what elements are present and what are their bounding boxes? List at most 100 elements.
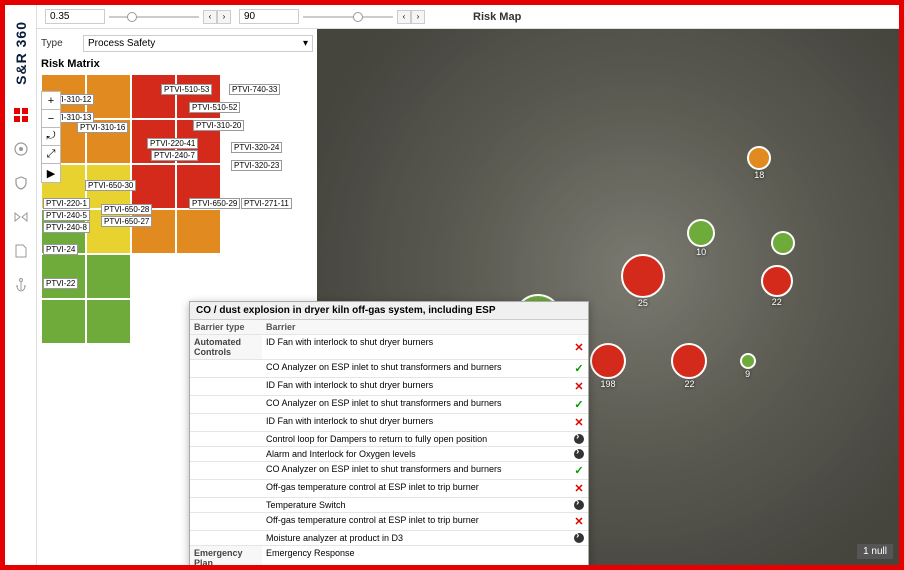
barrier-cell: Temperature Switch	[262, 498, 570, 513]
barrier-cell: Moisture analyzer at product in D3	[262, 531, 570, 546]
matrix-label[interactable]: PTVI-220-1	[43, 198, 90, 209]
popup-title: CO / dust explosion in dryer kiln off-ga…	[190, 302, 588, 320]
barrier-type-cell	[190, 378, 262, 396]
matrix-label[interactable]: PTVI-240-8	[43, 222, 90, 233]
slider-1-track[interactable]	[109, 16, 199, 18]
barrier-cell: ID Fan with interlock to shut dryer burn…	[262, 335, 570, 360]
status-icon: ✕	[570, 513, 588, 531]
map-marker-label: 22	[772, 297, 782, 307]
matrix-cell[interactable]	[131, 74, 176, 119]
slider-1-next[interactable]: ›	[217, 10, 231, 24]
barrier-cell: ID Fan with interlock to shut dryer burn…	[262, 414, 570, 432]
status-icon: ✕	[570, 335, 588, 360]
map-legend-null: 1 null	[857, 544, 893, 559]
matrix-cell[interactable]	[41, 254, 86, 299]
matrix-cell[interactable]	[41, 299, 86, 344]
matrix-label[interactable]: PTVI-310-20	[193, 120, 244, 131]
matrix-label[interactable]: PTVI-240-7	[151, 150, 198, 161]
status-icon: ✓	[570, 360, 588, 378]
status-icon	[570, 498, 588, 513]
matrix-tool[interactable]: −	[42, 110, 60, 128]
barrier-type-cell	[190, 414, 262, 432]
matrix-label[interactable]: PTVI-650-28	[101, 204, 152, 215]
status-icon: ✕	[570, 480, 588, 498]
matrix-cell[interactable]	[131, 164, 176, 209]
popup-header: Barrier	[262, 320, 570, 335]
shield-icon[interactable]	[13, 175, 29, 191]
matrix-label[interactable]: PTVI-24	[43, 244, 78, 255]
matrix-cell[interactable]	[176, 209, 221, 254]
barrier-cell: CO Analyzer on ESP inlet to shut transfo…	[262, 462, 570, 480]
nav-rail: S&R 360	[5, 5, 37, 565]
type-select[interactable]: Process Safety▾	[83, 35, 313, 52]
target-icon[interactable]	[13, 141, 29, 157]
matrix-cell[interactable]	[86, 299, 131, 344]
matrix-label[interactable]: PTVI-240-5	[43, 210, 90, 221]
barrier-type-cell	[190, 360, 262, 378]
map-marker-label: 18	[754, 170, 764, 180]
matrix-label[interactable]: PTVI-310-16	[77, 122, 128, 133]
map-marker[interactable]: 10	[687, 219, 715, 247]
status-icon	[570, 432, 588, 447]
barrier-type-cell: Automated Controls	[190, 335, 262, 360]
bowtie-icon[interactable]	[13, 209, 29, 225]
barrier-cell: Off-gas temperature control at ESP inlet…	[262, 480, 570, 498]
matrix-label[interactable]: PTVI-650-30	[85, 180, 136, 191]
map-marker[interactable]	[771, 231, 795, 255]
barrier-cell: CO Analyzer on ESP inlet to shut transfo…	[262, 360, 570, 378]
status-icon: ✕	[570, 378, 588, 396]
slider-2[interactable]: ‹›	[239, 9, 425, 24]
matrix-tool[interactable]: +	[42, 92, 60, 110]
slider-1[interactable]: ‹›	[45, 9, 231, 24]
slider-2-value[interactable]	[239, 9, 299, 24]
slider-2-prev[interactable]: ‹	[397, 10, 411, 24]
matrix-label[interactable]: PTVI-510-52	[189, 102, 240, 113]
map-marker-label: 25	[638, 298, 648, 308]
map-marker[interactable]: 22	[761, 265, 793, 297]
matrix-tool[interactable]: ⤢	[42, 146, 60, 164]
matrix-tool[interactable]: ⤾	[42, 128, 60, 146]
slider-1-prev[interactable]: ‹	[203, 10, 217, 24]
slider-2-track[interactable]	[303, 16, 393, 18]
map-marker[interactable]: 25	[621, 254, 665, 298]
map-marker-label: 198	[600, 379, 615, 389]
matrix-label[interactable]: PTVI-271-11	[241, 198, 292, 209]
map-marker[interactable]: 18	[747, 146, 771, 170]
grid-icon[interactable]	[13, 107, 29, 123]
status-icon	[570, 531, 588, 546]
matrix-label[interactable]: PTVI-740-33	[229, 84, 280, 95]
anchor-icon[interactable]	[13, 277, 29, 293]
matrix-label[interactable]: PTVI-650-29	[189, 198, 240, 209]
popup-header	[570, 320, 588, 335]
doc-icon[interactable]	[13, 243, 29, 259]
barrier-type-cell: Emergency Plan	[190, 546, 262, 565]
slider-1-thumb[interactable]	[127, 12, 137, 22]
matrix-tool[interactable]: ▶	[42, 164, 60, 182]
barrier-type-cell	[190, 396, 262, 414]
barrier-cell: ID Fan with interlock to shut dryer burn…	[262, 378, 570, 396]
slider-2-thumb[interactable]	[353, 12, 363, 22]
matrix-label[interactable]: PTVI-650-27	[101, 216, 152, 227]
matrix-label[interactable]: PTVI-22	[43, 278, 78, 289]
matrix-label[interactable]: PTVI-320-23	[231, 160, 282, 171]
barrier-cell: Emergency Response	[262, 546, 570, 565]
matrix-title: Risk Matrix	[41, 58, 313, 70]
map-marker[interactable]: 9	[740, 353, 756, 369]
barrier-type-cell	[190, 432, 262, 447]
barrier-type-cell	[190, 531, 262, 546]
top-bar: ‹› ‹› Risk Map	[37, 5, 899, 29]
type-label: Type	[41, 38, 75, 49]
barrier-type-cell	[190, 462, 262, 480]
status-icon: ✓	[570, 396, 588, 414]
map-marker-label: 22	[684, 379, 694, 389]
matrix-label[interactable]: PTVI-220-41	[147, 138, 198, 149]
barrier-type-cell	[190, 513, 262, 531]
matrix-label[interactable]: PTVI-510-53	[161, 84, 212, 95]
slider-1-value[interactable]	[45, 9, 105, 24]
status-icon	[570, 447, 588, 462]
matrix-cell[interactable]	[86, 254, 131, 299]
slider-2-next[interactable]: ›	[411, 10, 425, 24]
matrix-label[interactable]: PTVI-320-24	[231, 142, 282, 153]
popup-header: Barrier type	[190, 320, 262, 335]
status-icon	[570, 546, 588, 565]
